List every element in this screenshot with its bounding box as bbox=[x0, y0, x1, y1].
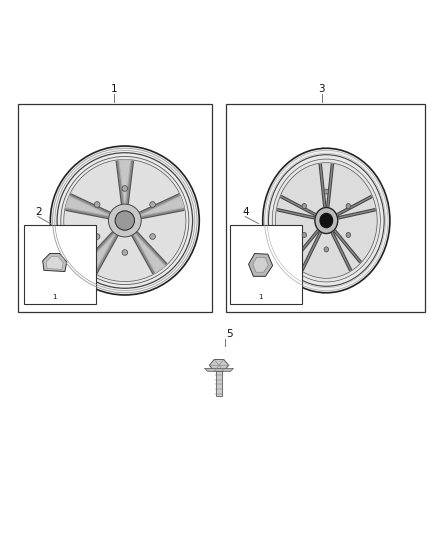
Polygon shape bbox=[133, 233, 165, 273]
Text: 1: 1 bbox=[258, 294, 263, 300]
Ellipse shape bbox=[64, 159, 186, 281]
Polygon shape bbox=[119, 160, 131, 204]
Ellipse shape bbox=[94, 201, 100, 207]
Polygon shape bbox=[66, 196, 110, 217]
Ellipse shape bbox=[61, 157, 189, 285]
Ellipse shape bbox=[94, 233, 100, 239]
Text: 2: 2 bbox=[35, 207, 42, 217]
Text: 3: 3 bbox=[318, 84, 325, 94]
Bar bbox=[24, 225, 96, 304]
Ellipse shape bbox=[263, 148, 390, 293]
Ellipse shape bbox=[122, 185, 127, 191]
Bar bbox=[230, 225, 302, 304]
Ellipse shape bbox=[346, 232, 350, 238]
Ellipse shape bbox=[276, 163, 377, 278]
Ellipse shape bbox=[50, 146, 199, 295]
Polygon shape bbox=[46, 257, 63, 269]
Ellipse shape bbox=[268, 155, 384, 286]
Ellipse shape bbox=[324, 189, 328, 194]
Polygon shape bbox=[209, 359, 229, 371]
Bar bbox=[18, 104, 212, 312]
Polygon shape bbox=[205, 368, 233, 372]
Ellipse shape bbox=[315, 207, 338, 233]
Ellipse shape bbox=[109, 204, 141, 237]
Polygon shape bbox=[42, 254, 67, 271]
Text: 5: 5 bbox=[226, 329, 233, 340]
Ellipse shape bbox=[115, 211, 134, 230]
Ellipse shape bbox=[150, 201, 155, 207]
Ellipse shape bbox=[320, 213, 333, 228]
Ellipse shape bbox=[315, 148, 331, 293]
Ellipse shape bbox=[302, 204, 307, 208]
Polygon shape bbox=[253, 257, 268, 272]
Polygon shape bbox=[140, 196, 184, 217]
Polygon shape bbox=[85, 233, 117, 273]
Bar bbox=[226, 104, 425, 312]
Ellipse shape bbox=[272, 159, 380, 282]
Ellipse shape bbox=[346, 204, 350, 208]
Polygon shape bbox=[216, 364, 222, 395]
Polygon shape bbox=[249, 254, 272, 276]
Text: 1: 1 bbox=[110, 84, 117, 94]
Ellipse shape bbox=[122, 249, 127, 255]
Text: 4: 4 bbox=[242, 207, 249, 217]
Ellipse shape bbox=[302, 232, 307, 238]
Ellipse shape bbox=[324, 247, 328, 252]
Ellipse shape bbox=[57, 153, 193, 288]
Text: 1: 1 bbox=[53, 294, 57, 300]
Ellipse shape bbox=[150, 233, 155, 239]
